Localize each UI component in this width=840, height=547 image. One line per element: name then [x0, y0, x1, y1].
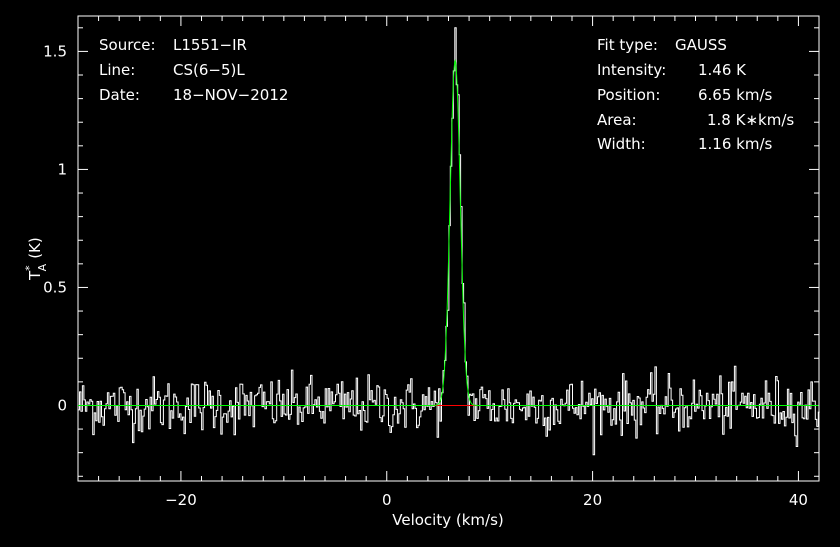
info-right-value: GAUSS	[675, 36, 727, 54]
info-left-key: Line:	[99, 61, 135, 79]
info-left-key: Date:	[99, 86, 140, 104]
x-tick-label: 20	[583, 491, 602, 509]
y-tick-label: 0	[57, 396, 67, 414]
y-tick-label: 0.5	[43, 278, 67, 296]
y-tick-label: 1.5	[43, 42, 67, 60]
y-axis-label: T*A (K)	[23, 237, 49, 281]
info-right-value: 6.65 km/s	[698, 86, 773, 104]
info-left-key: Source:	[99, 36, 156, 54]
info-left-value: 18−NOV−2012	[173, 86, 288, 104]
x-tick-label: 40	[789, 491, 808, 509]
info-right-key: Width:	[597, 135, 646, 153]
info-left-value: CS(6−5)L	[173, 61, 245, 79]
y-tick-labels: 0 0.5 1 1.5	[43, 42, 67, 414]
x-tick-label: 0	[382, 491, 392, 509]
info-right-key: Position:	[597, 86, 660, 104]
gauss-fit-line	[78, 58, 819, 406]
y-label-sup: *	[23, 265, 36, 271]
y-tick-label: 1	[57, 160, 67, 178]
info-right-value: 1.16 km/s	[698, 135, 773, 153]
svg-text:T*A(K): T*A (K)	[23, 237, 49, 281]
info-left-value: L1551−IR	[173, 36, 247, 54]
info-right-value: 1.8 K∗km/s	[707, 111, 794, 129]
info-right-key: Fit type:	[597, 36, 658, 54]
y-label-sub: A	[36, 263, 49, 271]
x-axis-label: Velocity (km/s)	[392, 511, 503, 529]
info-right: Fit type: GAUSS Intensity: 1.46 K Positi…	[597, 36, 794, 153]
x-tick-labels: −20 0 20 40	[165, 491, 808, 509]
info-right-key: Intensity:	[597, 61, 666, 79]
y-label-main: T	[26, 270, 44, 281]
axis-ticks	[77, 16, 820, 481]
x-tick-label: −20	[165, 491, 197, 509]
info-right-key: Area:	[597, 111, 637, 129]
spectrum-line	[78, 27, 820, 456]
info-left: Source: L1551−IR Line: CS(6−5)L Date: 18…	[99, 36, 288, 104]
info-right-value: 1.46 K	[698, 61, 747, 79]
y-label-unit: (K)	[26, 237, 44, 259]
